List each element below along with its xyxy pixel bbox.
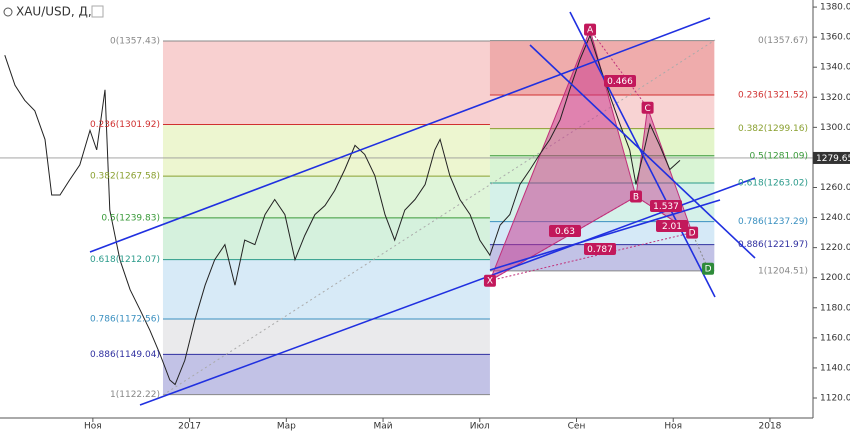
y-tick-label: 1180.00: [820, 303, 850, 313]
header-bg: [2, 3, 110, 21]
pattern-guide: [489, 232, 693, 282]
pattern-point: [702, 262, 715, 275]
fib-band: [162, 259, 490, 319]
trend-guide: [162, 39, 716, 396]
pattern-point-label: B: [633, 193, 639, 203]
channel-mid: [489, 199, 721, 271]
ratio-bg: [604, 75, 636, 87]
fib-label: 0.786(1172.56): [90, 314, 160, 324]
pattern-guide: [635, 196, 693, 234]
pattern-point: [584, 23, 597, 36]
channel-upper: [89, 17, 711, 253]
fib-band: [162, 41, 490, 125]
fib-label: 0.236(1301.92): [90, 120, 160, 130]
pattern-point: [686, 226, 699, 239]
fib-label: 0.236(1321.52): [738, 90, 808, 100]
y-tick-label: 1300.00: [820, 123, 850, 133]
channel-desc-2: [529, 44, 756, 259]
pattern-point-label: C: [644, 104, 650, 114]
pattern-ratio: 0.466: [607, 77, 633, 87]
y-tick-label: 1140.00: [820, 363, 850, 373]
fib-band: [162, 354, 490, 395]
fib-label: 0.5(1281.09): [749, 151, 808, 161]
y-tick-label: 1160.00: [820, 333, 850, 343]
pattern-point-label: A: [587, 26, 594, 36]
pattern-point: [483, 274, 496, 287]
fib-label: 0.382(1267.58): [90, 172, 160, 182]
x-tick-label: Ноя: [664, 422, 682, 432]
channel-lines: [89, 11, 756, 406]
fib-label: 0.786(1237.29): [738, 217, 808, 227]
pattern-ratio: 2.01: [662, 222, 682, 232]
fib-label: 1(1204.51): [758, 266, 808, 276]
pattern-ratio: 1.537: [653, 202, 679, 212]
pattern-point-label: D: [689, 229, 696, 239]
fib-band: [162, 217, 490, 260]
y-tick-label: 1240.00: [820, 213, 850, 223]
pattern-guide: [589, 29, 648, 109]
ratio-bg: [656, 220, 688, 232]
fib-label: 0(1357.43): [110, 37, 160, 47]
price-axis: [813, 0, 850, 432]
channel-lower: [139, 177, 756, 406]
y-tick-label: 1220.00: [820, 243, 850, 253]
axes: 1120.00 1140.00 1160.00 1180.00 1200.00 1220.…: [84, 3, 850, 432]
fib-label: 1(1122.22): [110, 390, 160, 400]
x-tick-label: Май: [373, 422, 392, 432]
x-tick-label: Ноя: [84, 422, 102, 432]
fib-label: 0.382(1299.16): [738, 124, 808, 134]
projection: [691, 232, 709, 269]
pattern-ratio: 0.63: [555, 227, 575, 237]
fib-label: 0(1357.67): [758, 36, 808, 46]
symbol-title: XAU/USD, Д,: [16, 5, 92, 19]
channel-desc-1: [569, 11, 716, 298]
y-tick-label: 1360.00: [820, 33, 850, 43]
last-price-label: 1279.65: [816, 154, 850, 164]
symbol-icon[interactable]: [3, 7, 13, 17]
y-tick-label: 1320.00: [820, 93, 850, 103]
labels: 0(1357.43) 0.236(1301.92) 0.382(1267.58) 0.…: [90, 23, 808, 400]
x-tick-label: Сен: [568, 422, 586, 432]
pattern-point: [629, 190, 642, 203]
x-tick-label: Мар: [277, 422, 296, 432]
y-tick-label: 1260.00: [820, 183, 850, 193]
fib-band: [162, 124, 490, 177]
y-tick-label: 1120.00: [820, 394, 850, 404]
pattern-ratio: 0.787: [587, 245, 613, 255]
x-tick-label: Июл: [470, 422, 490, 432]
fib-band: [162, 176, 490, 218]
fib-label: 0.886(1221.97): [738, 240, 808, 250]
pattern-point-label: D: [705, 265, 712, 275]
pattern-point-label: X: [487, 277, 493, 287]
last-price-tag: [813, 151, 850, 164]
ratio-bg: [584, 243, 616, 255]
y-tick-label: 1380.00: [820, 3, 850, 13]
ratio-bg: [549, 225, 581, 237]
fib-label: 0.5(1239.83): [101, 213, 160, 223]
fib-label: 0.886(1149.04): [90, 350, 160, 360]
add-symbol[interactable]: [91, 5, 104, 18]
x-tick-label: 2017: [178, 422, 201, 432]
fib-label: 0.618(1263.02): [738, 178, 808, 188]
ratio-bg: [650, 200, 682, 212]
x-tick-label: 2018: [759, 422, 782, 432]
pattern-point: [641, 101, 654, 114]
fib-label: 0.618(1212.07): [90, 255, 160, 265]
y-tick-label: 1340.00: [820, 63, 850, 73]
y-tick-label: 1200.00: [820, 273, 850, 283]
